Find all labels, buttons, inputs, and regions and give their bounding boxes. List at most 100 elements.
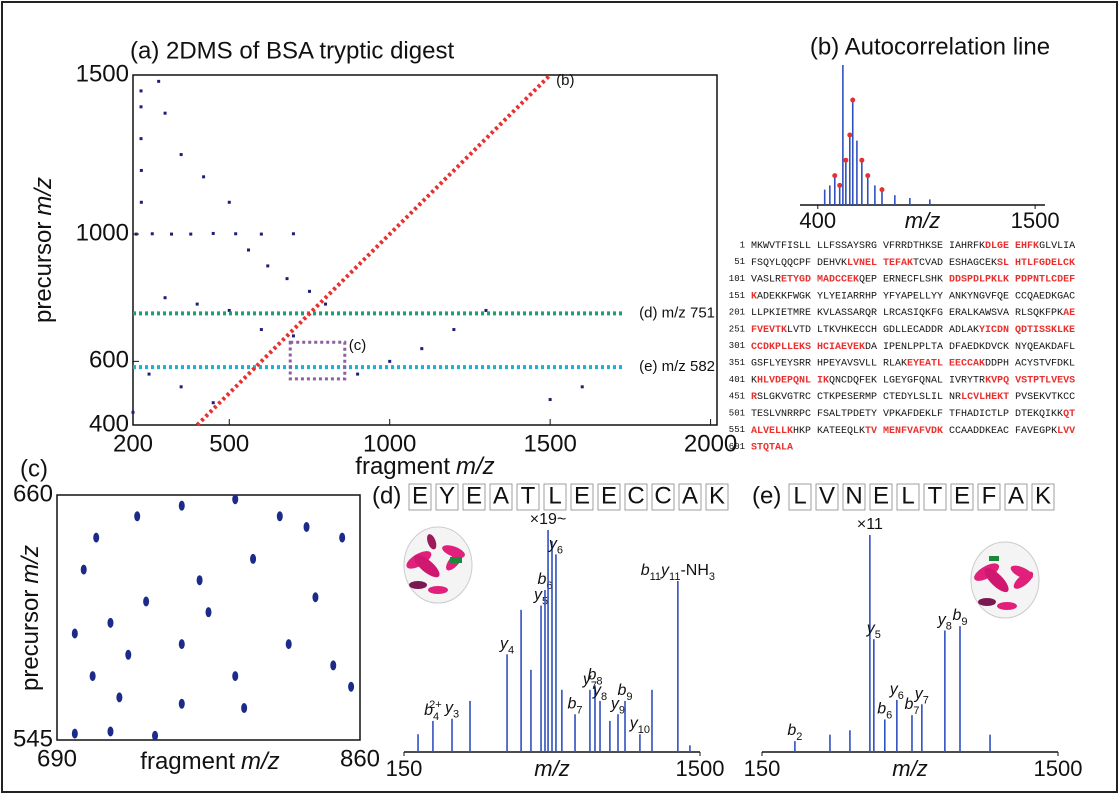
residue-box bbox=[624, 483, 648, 511]
point bbox=[139, 89, 143, 93]
x-tick-label: 150 bbox=[744, 756, 781, 781]
point bbox=[348, 681, 355, 692]
x-tick-label: 2000 bbox=[684, 430, 737, 457]
sequence-text: FSQYLQQCPF DEHVK bbox=[751, 257, 847, 268]
point bbox=[143, 596, 150, 607]
peak-label-sub: 10 bbox=[638, 724, 650, 736]
peak-marker bbox=[832, 173, 838, 179]
residue: K bbox=[1035, 482, 1051, 509]
autocorrelation-label: (b) bbox=[556, 72, 574, 89]
peak-marker bbox=[879, 187, 885, 193]
x-tick-label: 1500 bbox=[523, 430, 576, 457]
peptide-highlight: YICDN QDTISSKLKE bbox=[979, 325, 1075, 336]
sequence-row: KHLVDEPQNL IKQNCDQFEK LGEYGFQNAL IVRYTRK… bbox=[751, 375, 1075, 386]
point bbox=[202, 175, 206, 179]
peak-label: y7 bbox=[582, 671, 597, 692]
x-tick-label: 690 bbox=[37, 745, 77, 772]
sequence-text: PVSEKVTKCC bbox=[1009, 392, 1075, 403]
zoom-label: (c) bbox=[349, 337, 367, 354]
point bbox=[134, 511, 141, 522]
point bbox=[178, 698, 185, 709]
peak-label-ion: b bbox=[952, 607, 961, 624]
reference-label: (e) m/z 582 bbox=[639, 358, 715, 375]
point bbox=[312, 592, 319, 603]
residue-box bbox=[705, 483, 729, 511]
peak-label-sub: 8 bbox=[946, 620, 952, 632]
peak-label: b7 bbox=[568, 695, 583, 716]
peak-label-ion: y bbox=[866, 620, 876, 637]
x-axis-label-part: fragment bbox=[355, 453, 450, 480]
point bbox=[211, 401, 215, 405]
peak-marker bbox=[843, 157, 849, 163]
peak-label-ion: ×11 bbox=[857, 516, 883, 533]
residue-number: 351 bbox=[729, 358, 745, 368]
peak-label-ion: y bbox=[660, 562, 670, 579]
peptide-highlight: LCVLHEKT bbox=[961, 392, 1009, 403]
point bbox=[152, 730, 159, 741]
peak-label-sub: 3 bbox=[709, 571, 715, 583]
sequence-text: TESLVNRRPC FSALTPDETY VPKAFDEKLF TFHADIC… bbox=[751, 409, 1063, 420]
point bbox=[303, 521, 310, 532]
residue-box bbox=[950, 483, 974, 511]
peak-marker bbox=[850, 97, 856, 103]
peptide-highlight: STQTALA bbox=[751, 442, 793, 453]
residue: N bbox=[845, 482, 862, 509]
residue: L bbox=[548, 482, 561, 509]
sequence-row: KADEKKFWGK YLYEIARRHP YFYAPELLYY ANKYNGV… bbox=[751, 291, 1075, 302]
x-tick-label: 860 bbox=[340, 745, 380, 772]
peak-label-ion: b bbox=[877, 701, 886, 718]
peak-label-sub: 6 bbox=[546, 580, 552, 592]
peak-label-ion: y bbox=[592, 682, 602, 699]
residue: L bbox=[901, 482, 914, 509]
peptide-highlight: LVNEL TEFAK bbox=[847, 257, 913, 268]
residue-box bbox=[977, 483, 1001, 511]
residue: A bbox=[1008, 482, 1024, 509]
residue-number: 201 bbox=[729, 308, 745, 318]
point bbox=[157, 79, 161, 83]
peak-label: b2 bbox=[787, 722, 802, 743]
residue-number: 501 bbox=[729, 408, 745, 418]
point bbox=[93, 532, 100, 543]
peak-label: y5 bbox=[866, 620, 881, 641]
y-tick-label: 1500 bbox=[76, 60, 129, 87]
point bbox=[307, 289, 311, 293]
peak-label-ion: y bbox=[629, 715, 639, 732]
peak-label-ion: y bbox=[499, 636, 509, 653]
x-tick-label: 1500 bbox=[1034, 756, 1083, 781]
point bbox=[227, 200, 231, 204]
x-axis-label-part: fragment bbox=[140, 748, 235, 775]
sequence-text: QNCDQFEK LGEYGFQNAL IVRYTR bbox=[829, 375, 985, 386]
residue-box bbox=[543, 483, 567, 511]
sequence-text: VASLR bbox=[751, 274, 781, 285]
residue-box bbox=[923, 483, 947, 511]
residue: E bbox=[601, 482, 617, 509]
residue-box bbox=[869, 483, 893, 511]
x-tick-label: 1000 bbox=[363, 430, 416, 457]
point bbox=[179, 385, 183, 389]
peak-label: b8 bbox=[587, 667, 602, 688]
peak-marker bbox=[847, 132, 853, 138]
residue: E bbox=[873, 482, 889, 509]
x-tick-label: 200 bbox=[113, 430, 153, 457]
residue: T bbox=[521, 482, 536, 509]
peak-label: y8 bbox=[937, 612, 952, 633]
peak-label-sub: 7 bbox=[576, 704, 582, 716]
point bbox=[324, 302, 328, 306]
point bbox=[71, 728, 78, 739]
point bbox=[131, 410, 135, 414]
residue-number: 101 bbox=[729, 274, 745, 284]
peak-label: y6 bbox=[548, 536, 563, 557]
residue-box bbox=[815, 483, 839, 511]
peak-label: y10 bbox=[629, 715, 650, 736]
point bbox=[266, 264, 270, 268]
peak-label-sup: 2+ bbox=[429, 699, 442, 711]
residue-box bbox=[1031, 483, 1055, 511]
point bbox=[580, 385, 584, 389]
sequence-text: ADEKKFWGK YLYEIARRHP YFYAPELLYY ANKYNGVF… bbox=[757, 291, 1075, 302]
peak-label-sub: 11 bbox=[650, 571, 661, 583]
residue-number: 451 bbox=[729, 392, 745, 402]
chart-title: (b) Autocorrelation line bbox=[810, 33, 1050, 60]
peptide-highlight: KVPQ VSTPTLVEVS bbox=[985, 375, 1075, 386]
